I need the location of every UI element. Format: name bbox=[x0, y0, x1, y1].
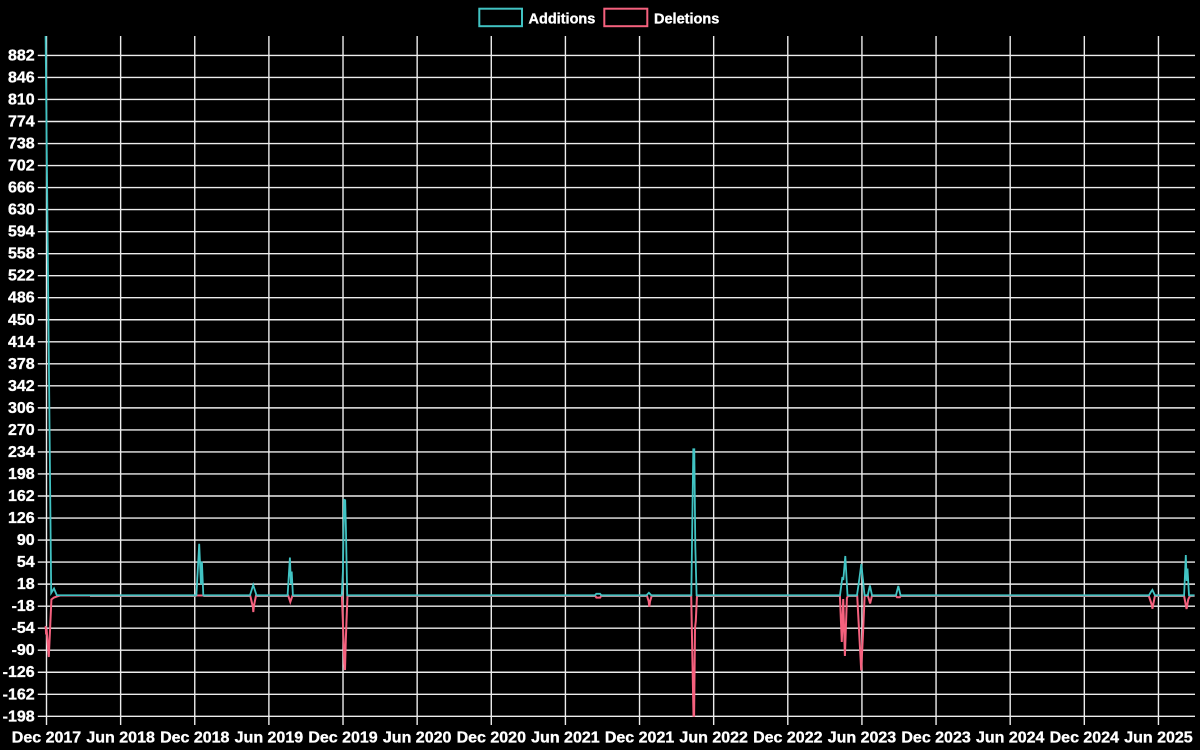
svg-text:162: 162 bbox=[8, 488, 35, 505]
svg-text:-126: -126 bbox=[3, 664, 35, 681]
svg-text:18: 18 bbox=[17, 576, 35, 593]
svg-text:-54: -54 bbox=[12, 620, 35, 637]
svg-text:Additions: Additions bbox=[529, 12, 596, 28]
svg-text:Dec 2020: Dec 2020 bbox=[457, 730, 526, 747]
svg-text:Jun 2019: Jun 2019 bbox=[235, 730, 304, 747]
svg-text:414: 414 bbox=[8, 334, 35, 351]
svg-text:Jun 2023: Jun 2023 bbox=[828, 730, 897, 747]
svg-text:522: 522 bbox=[8, 268, 35, 285]
svg-text:Jun 2018: Jun 2018 bbox=[86, 730, 155, 747]
svg-text:486: 486 bbox=[8, 290, 35, 307]
svg-text:-90: -90 bbox=[12, 642, 35, 659]
svg-text:-162: -162 bbox=[3, 686, 35, 703]
svg-text:Jun 2025: Jun 2025 bbox=[1124, 730, 1193, 747]
svg-text:Dec 2018: Dec 2018 bbox=[160, 730, 229, 747]
svg-text:Dec 2019: Dec 2019 bbox=[308, 730, 377, 747]
svg-text:234: 234 bbox=[8, 444, 35, 461]
svg-text:Jun 2021: Jun 2021 bbox=[531, 730, 600, 747]
svg-text:306: 306 bbox=[8, 400, 35, 417]
svg-text:738: 738 bbox=[8, 136, 35, 153]
svg-text:702: 702 bbox=[8, 158, 35, 175]
svg-text:846: 846 bbox=[8, 69, 35, 86]
svg-text:198: 198 bbox=[8, 466, 35, 483]
svg-text:Dec 2024: Dec 2024 bbox=[1050, 730, 1119, 747]
svg-text:126: 126 bbox=[8, 510, 35, 527]
svg-text:-18: -18 bbox=[12, 598, 35, 615]
svg-text:Deletions: Deletions bbox=[654, 12, 719, 28]
svg-text:810: 810 bbox=[8, 91, 35, 108]
svg-text:450: 450 bbox=[8, 312, 35, 329]
svg-text:Dec 2021: Dec 2021 bbox=[605, 730, 674, 747]
svg-text:558: 558 bbox=[8, 246, 35, 263]
svg-text:54: 54 bbox=[17, 554, 35, 571]
svg-text:Jun 2022: Jun 2022 bbox=[679, 730, 748, 747]
svg-text:-198: -198 bbox=[3, 708, 35, 725]
svg-text:270: 270 bbox=[8, 422, 35, 439]
svg-text:774: 774 bbox=[8, 113, 35, 130]
svg-text:Jun 2024: Jun 2024 bbox=[976, 730, 1045, 747]
svg-text:882: 882 bbox=[8, 47, 35, 64]
svg-text:342: 342 bbox=[8, 378, 35, 395]
svg-text:666: 666 bbox=[8, 180, 35, 197]
svg-text:Dec 2017: Dec 2017 bbox=[12, 730, 81, 747]
svg-text:Jun 2020: Jun 2020 bbox=[383, 730, 452, 747]
svg-text:Dec 2022: Dec 2022 bbox=[753, 730, 822, 747]
svg-text:378: 378 bbox=[8, 356, 35, 373]
svg-text:594: 594 bbox=[8, 224, 35, 241]
svg-text:90: 90 bbox=[17, 532, 35, 549]
svg-text:630: 630 bbox=[8, 202, 35, 219]
svg-text:Dec 2023: Dec 2023 bbox=[901, 730, 970, 747]
